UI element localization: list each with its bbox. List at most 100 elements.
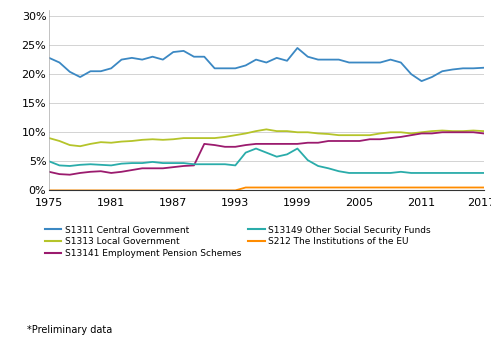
S13149 Other Social Security Funds (336, 169, 342, 173)
S13149 Other Social Security Funds (315, 164, 321, 168)
S1311 Central Government (243, 63, 248, 67)
S1311 Central Government (274, 56, 280, 60)
S13149 Other Social Security Funds (481, 171, 487, 175)
S1311 Central Government (222, 66, 228, 70)
S1313 Local Government (232, 133, 238, 137)
S13141 Employment Pension Schemes (118, 170, 124, 174)
S13149 Other Social Security Funds (98, 163, 104, 167)
S13149 Other Social Security Funds (398, 170, 404, 174)
S13149 Other Social Security Funds (191, 162, 197, 166)
S212 The Institutions of the EU (305, 185, 311, 189)
S13149 Other Social Security Funds (139, 161, 145, 165)
S13149 Other Social Security Funds (201, 162, 207, 166)
S1313 Local Government (429, 129, 435, 133)
S212 The Institutions of the EU (419, 185, 425, 189)
S212 The Institutions of the EU (377, 185, 383, 189)
S1311 Central Government (460, 66, 466, 70)
S1311 Central Government (150, 55, 156, 59)
S13149 Other Social Security Funds (108, 163, 114, 167)
S13141 Employment Pension Schemes (77, 171, 83, 175)
S13149 Other Social Security Funds (118, 162, 124, 166)
S1311 Central Government (129, 56, 135, 60)
S13149 Other Social Security Funds (232, 163, 238, 167)
S212 The Institutions of the EU (295, 185, 300, 189)
S1311 Central Government (315, 57, 321, 62)
S1313 Local Government (108, 141, 114, 145)
Line: S212 The Institutions of the EU: S212 The Institutions of the EU (49, 187, 484, 190)
S13149 Other Social Security Funds (160, 161, 166, 165)
S1313 Local Government (87, 142, 93, 146)
S1313 Local Government (346, 133, 352, 137)
S212 The Institutions of the EU (336, 185, 342, 189)
Legend: S1311 Central Government, S1313 Local Government, S13141 Employment Pension Sche: S1311 Central Government, S1313 Local Go… (45, 225, 431, 258)
S212 The Institutions of the EU (460, 185, 466, 189)
S1311 Central Government (87, 69, 93, 73)
S1313 Local Government (315, 131, 321, 135)
S1313 Local Government (439, 129, 445, 133)
S13141 Employment Pension Schemes (408, 133, 414, 137)
S1311 Central Government (305, 55, 311, 59)
S13141 Employment Pension Schemes (67, 173, 73, 177)
S212 The Institutions of the EU (201, 188, 207, 192)
S1313 Local Government (284, 129, 290, 133)
S13141 Employment Pension Schemes (450, 130, 456, 134)
S13141 Employment Pension Schemes (284, 142, 290, 146)
S1313 Local Government (243, 131, 248, 135)
S13149 Other Social Security Funds (367, 171, 373, 175)
S1313 Local Government (326, 132, 331, 136)
S1313 Local Government (367, 133, 373, 137)
S212 The Institutions of the EU (367, 185, 373, 189)
S212 The Institutions of the EU (243, 185, 248, 189)
S13149 Other Social Security Funds (284, 152, 290, 156)
S13149 Other Social Security Funds (243, 151, 248, 155)
S1311 Central Government (98, 69, 104, 73)
S13141 Employment Pension Schemes (481, 131, 487, 135)
S1311 Central Government (387, 57, 393, 62)
S13141 Employment Pension Schemes (264, 142, 270, 146)
S1313 Local Government (201, 136, 207, 140)
S1313 Local Government (77, 144, 83, 148)
S212 The Institutions of the EU (450, 185, 456, 189)
S1313 Local Government (356, 133, 362, 137)
S1311 Central Government (191, 55, 197, 59)
S1311 Central Government (336, 57, 342, 62)
S212 The Institutions of the EU (398, 185, 404, 189)
S1313 Local Government (274, 129, 280, 133)
Line: S1311 Central Government: S1311 Central Government (49, 48, 484, 81)
S13149 Other Social Security Funds (326, 166, 331, 170)
S1313 Local Government (450, 129, 456, 133)
S212 The Institutions of the EU (129, 188, 135, 192)
S13141 Employment Pension Schemes (398, 135, 404, 139)
S1313 Local Government (160, 138, 166, 142)
S1313 Local Government (181, 136, 187, 140)
S13141 Employment Pension Schemes (98, 169, 104, 173)
S13141 Employment Pension Schemes (439, 130, 445, 134)
S1311 Central Government (356, 61, 362, 65)
S1313 Local Government (398, 130, 404, 134)
S212 The Institutions of the EU (150, 188, 156, 192)
S13141 Employment Pension Schemes (108, 171, 114, 175)
S212 The Institutions of the EU (77, 188, 83, 192)
S13149 Other Social Security Funds (274, 155, 280, 159)
S1311 Central Government (56, 61, 62, 65)
S212 The Institutions of the EU (160, 188, 166, 192)
S212 The Institutions of the EU (439, 185, 445, 189)
S1313 Local Government (419, 130, 425, 134)
S13141 Employment Pension Schemes (129, 168, 135, 172)
S212 The Institutions of the EU (387, 185, 393, 189)
S13141 Employment Pension Schemes (315, 141, 321, 145)
S13149 Other Social Security Funds (408, 171, 414, 175)
S13149 Other Social Security Funds (67, 164, 73, 168)
S212 The Institutions of the EU (356, 185, 362, 189)
S212 The Institutions of the EU (67, 188, 73, 192)
S212 The Institutions of the EU (481, 185, 487, 189)
S1311 Central Government (118, 57, 124, 62)
S13149 Other Social Security Funds (346, 171, 352, 175)
S13149 Other Social Security Funds (87, 162, 93, 166)
S13141 Employment Pension Schemes (191, 163, 197, 167)
S1313 Local Government (56, 139, 62, 143)
S1311 Central Government (295, 46, 300, 50)
S1311 Central Government (212, 66, 218, 70)
S1313 Local Government (377, 131, 383, 135)
S1311 Central Government (419, 79, 425, 83)
